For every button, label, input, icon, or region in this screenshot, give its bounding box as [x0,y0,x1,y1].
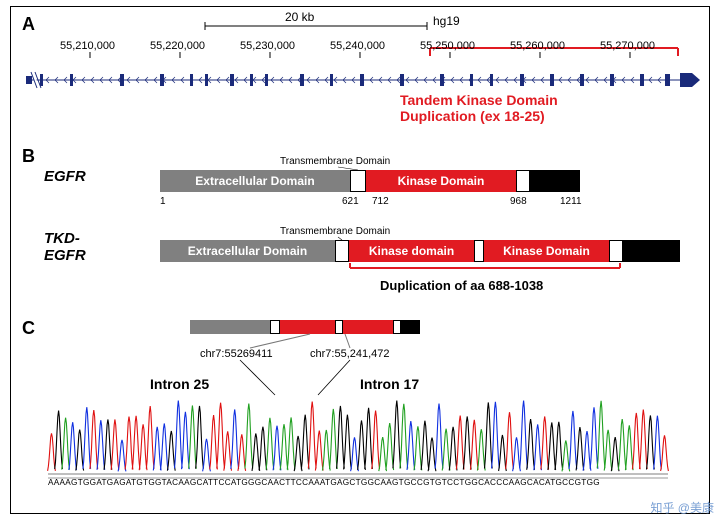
mini-seg-1 [270,320,280,334]
aa-pos: 1 [160,196,166,207]
tkd-caption-1: Tandem Kinase Domain [400,92,558,108]
aa-pos: 968 [510,196,527,207]
watermark: 知乎 @美康 [650,499,714,516]
dna-sequence: AAAAGTGGATGAGATGTGGTACAAGCATTCCATGGGCAAC… [48,478,600,487]
panel-c-label: C [22,318,35,339]
coord-tick: 55,250,000 [420,40,475,52]
coord-tick: 55,260,000 [510,40,565,52]
tkd-caption-2: Duplication (ex 18-25) [400,108,545,124]
intron-label-1: Intron 17 [360,376,419,392]
tkd-egfr-name: TKD- EGFR [44,230,86,264]
tkd-seg-5 [609,240,623,262]
egfr-seg-4 [530,170,580,192]
dup-label: Duplication of aa 688-1038 [380,278,543,293]
tkd-tm-label: Transmembrane Domain [280,226,390,237]
coord-tick: 55,220,000 [150,40,205,52]
intron-label-0: Intron 25 [150,376,209,392]
coord-tick: 55,210,000 [60,40,115,52]
panel-b-label: B [22,146,35,167]
mini-seg-0 [190,320,270,334]
aa-pos: 1211 [560,196,582,207]
tkd-seg-6 [623,240,680,262]
aa-pos: 621 [342,196,359,207]
tkd-seg-3 [474,240,484,262]
breakpoint-callout-1: chr7:55,241,472 [310,348,390,360]
egfr-seg-0: Extracellular Domain [160,170,350,192]
egfr-name: EGFR [44,168,86,185]
mini-seg-5 [393,320,401,334]
mini-seg-2 [280,320,335,334]
mini-seg-4 [343,320,393,334]
coord-tick: 55,230,000 [240,40,295,52]
tkd-seg-0: Extracellular Domain [160,240,335,262]
tkd-seg-4: Kinase Domain [484,240,609,262]
tkd-seg-1 [335,240,349,262]
mini-seg-6 [401,320,420,334]
coord-tick: 55,270,000 [600,40,655,52]
egfr-tm-label: Transmembrane Domain [280,156,390,167]
tkd-seg-2: Kinase domain [349,240,474,262]
coord-tick: 55,240,000 [330,40,385,52]
aa-pos: 712 [372,196,389,207]
genome-build: hg19 [433,14,460,28]
mini-seg-3 [335,320,343,334]
egfr-seg-1 [350,170,366,192]
egfr-seg-2: Kinase Domain [366,170,516,192]
egfr-seg-3 [516,170,530,192]
scale-20kb: 20 kb [285,10,314,24]
panel-a-label: A [22,14,35,35]
breakpoint-callout-0: chr7:55269411 [200,348,273,360]
